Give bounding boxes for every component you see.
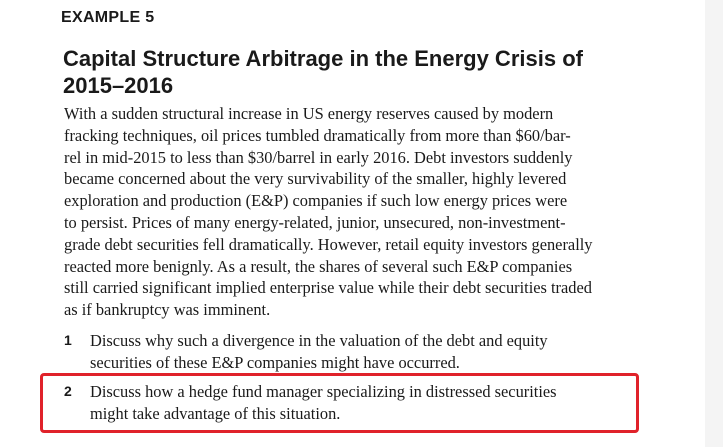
title-line: Capital Structure Arbitrage in the Energ… [63, 46, 583, 71]
highlight-box [40, 373, 639, 433]
body-line: to persist. Prices of many energy-relate… [64, 212, 566, 232]
body-line: rel in mid-2015 to less than $30/barrel … [64, 147, 573, 167]
question-line: securities of these E&P companies might … [90, 352, 460, 372]
body-line: became concerned about the very survivab… [64, 169, 567, 189]
question-text: Discuss why such a divergence in the val… [90, 330, 548, 373]
page-edge [705, 0, 723, 447]
title-line: 2015–2016 [63, 73, 174, 98]
body-line: still carried significant implied enterp… [64, 278, 592, 298]
question-line: Discuss how a hedge fund manager special… [90, 382, 557, 401]
question-line: Discuss why such a divergence in the val… [90, 331, 548, 350]
question-line: might take advantage of this situation. [90, 403, 341, 423]
body-line: as if bankruptcy was imminent. [64, 300, 271, 320]
body-line: exploration and production (E&P) compani… [64, 191, 568, 211]
body-paragraph: With a sudden structural increase in US … [64, 103, 664, 321]
body-line: fracking techniques, oil prices tumbled … [64, 125, 571, 145]
body-line: With a sudden structural increase in US … [64, 104, 554, 123]
question-number: 2 [64, 383, 72, 399]
section-title: Capital Structure Arbitrage in the Energ… [63, 45, 663, 99]
question-number: 1 [64, 332, 72, 348]
example-label: EXAMPLE 5 [61, 9, 155, 26]
question-text: Discuss how a hedge fund manager special… [90, 381, 557, 424]
body-line: reacted more benignly. As a result, the … [64, 256, 573, 276]
body-line: grade debt securities fell dramatically.… [64, 234, 593, 254]
